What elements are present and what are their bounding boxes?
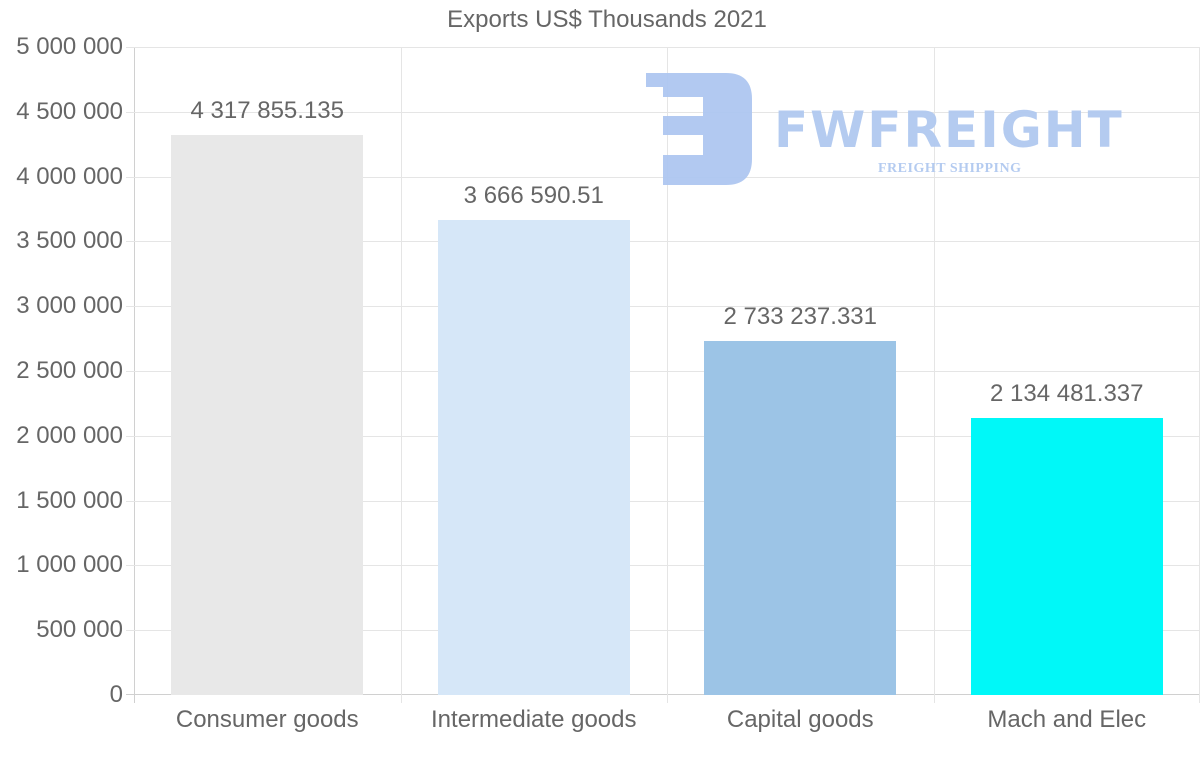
y-axis-line: [134, 47, 135, 703]
bar-mach-and-elec[interactable]: [970, 418, 1163, 695]
bar-consumer-goods[interactable]: [171, 135, 364, 695]
gridline-horizontal: [126, 500, 1200, 502]
x-tick-label: Capital goods: [726, 706, 874, 733]
fwfreight-logo-icon: [646, 73, 752, 185]
plot-area: 4 317 855.135 3 666 590.51 2 733 237.331 2 …: [126, 47, 1200, 703]
gridline-vertical: [933, 47, 935, 703]
gridline-horizontal: [126, 47, 1200, 48]
y-tick-label: 2 500 000: [16, 357, 123, 384]
gridline-horizontal: [126, 241, 1200, 243]
y-tick-label: 3 000 000: [16, 292, 123, 320]
gridline-horizontal: [126, 306, 1200, 308]
y-tick-label: 4 500 000: [16, 97, 123, 125]
gridline-horizontal: [126, 565, 1200, 567]
x-axis-line: [126, 694, 1200, 695]
y-tick-label: 2 000 000: [16, 421, 123, 449]
gridline-vertical: [400, 47, 402, 703]
watermark-brand: FWFREIGHT: [774, 101, 1124, 159]
gridline-horizontal: [126, 630, 1200, 632]
x-tick-label: Consumer goods: [175, 706, 359, 733]
y-tick-label: 3 500 000: [16, 227, 123, 255]
y-tick-label: 0: [109, 681, 123, 708]
bar-value-label: 2 134 481.337: [990, 380, 1144, 408]
bar-value-label: 3 666 590.51: [463, 181, 604, 209]
y-tick-label: 5 000 000: [16, 33, 123, 60]
gridline-horizontal: [126, 371, 1200, 372]
chart-title: Exports US$ Thousands 2021: [447, 6, 767, 33]
gridline-vertical: [667, 47, 668, 703]
gridline-horizontal: [126, 435, 1200, 437]
watermark-logo: FWFREIGHT FREIGHT SHIPPING: [646, 73, 1156, 188]
bar-value-label: 2 733 237.331: [723, 302, 877, 330]
y-tick-label: 1 000 000: [16, 551, 123, 579]
watermark-tagline: FREIGHT SHIPPING: [878, 161, 1022, 176]
x-tick-label: Mach and Elec: [987, 706, 1147, 733]
bar-capital-goods[interactable]: [704, 340, 897, 695]
bar-intermediate-goods[interactable]: [437, 219, 630, 695]
y-tick-label: 500 000: [36, 616, 123, 644]
x-tick-label: Intermediate goods: [431, 706, 637, 733]
y-tick-label: 4 000 000: [16, 162, 123, 190]
gridline-horizontal: [126, 111, 1200, 113]
bar-value-label: 4 317 855.135: [190, 97, 344, 125]
y-tick-label: 1 500 000: [16, 486, 123, 514]
